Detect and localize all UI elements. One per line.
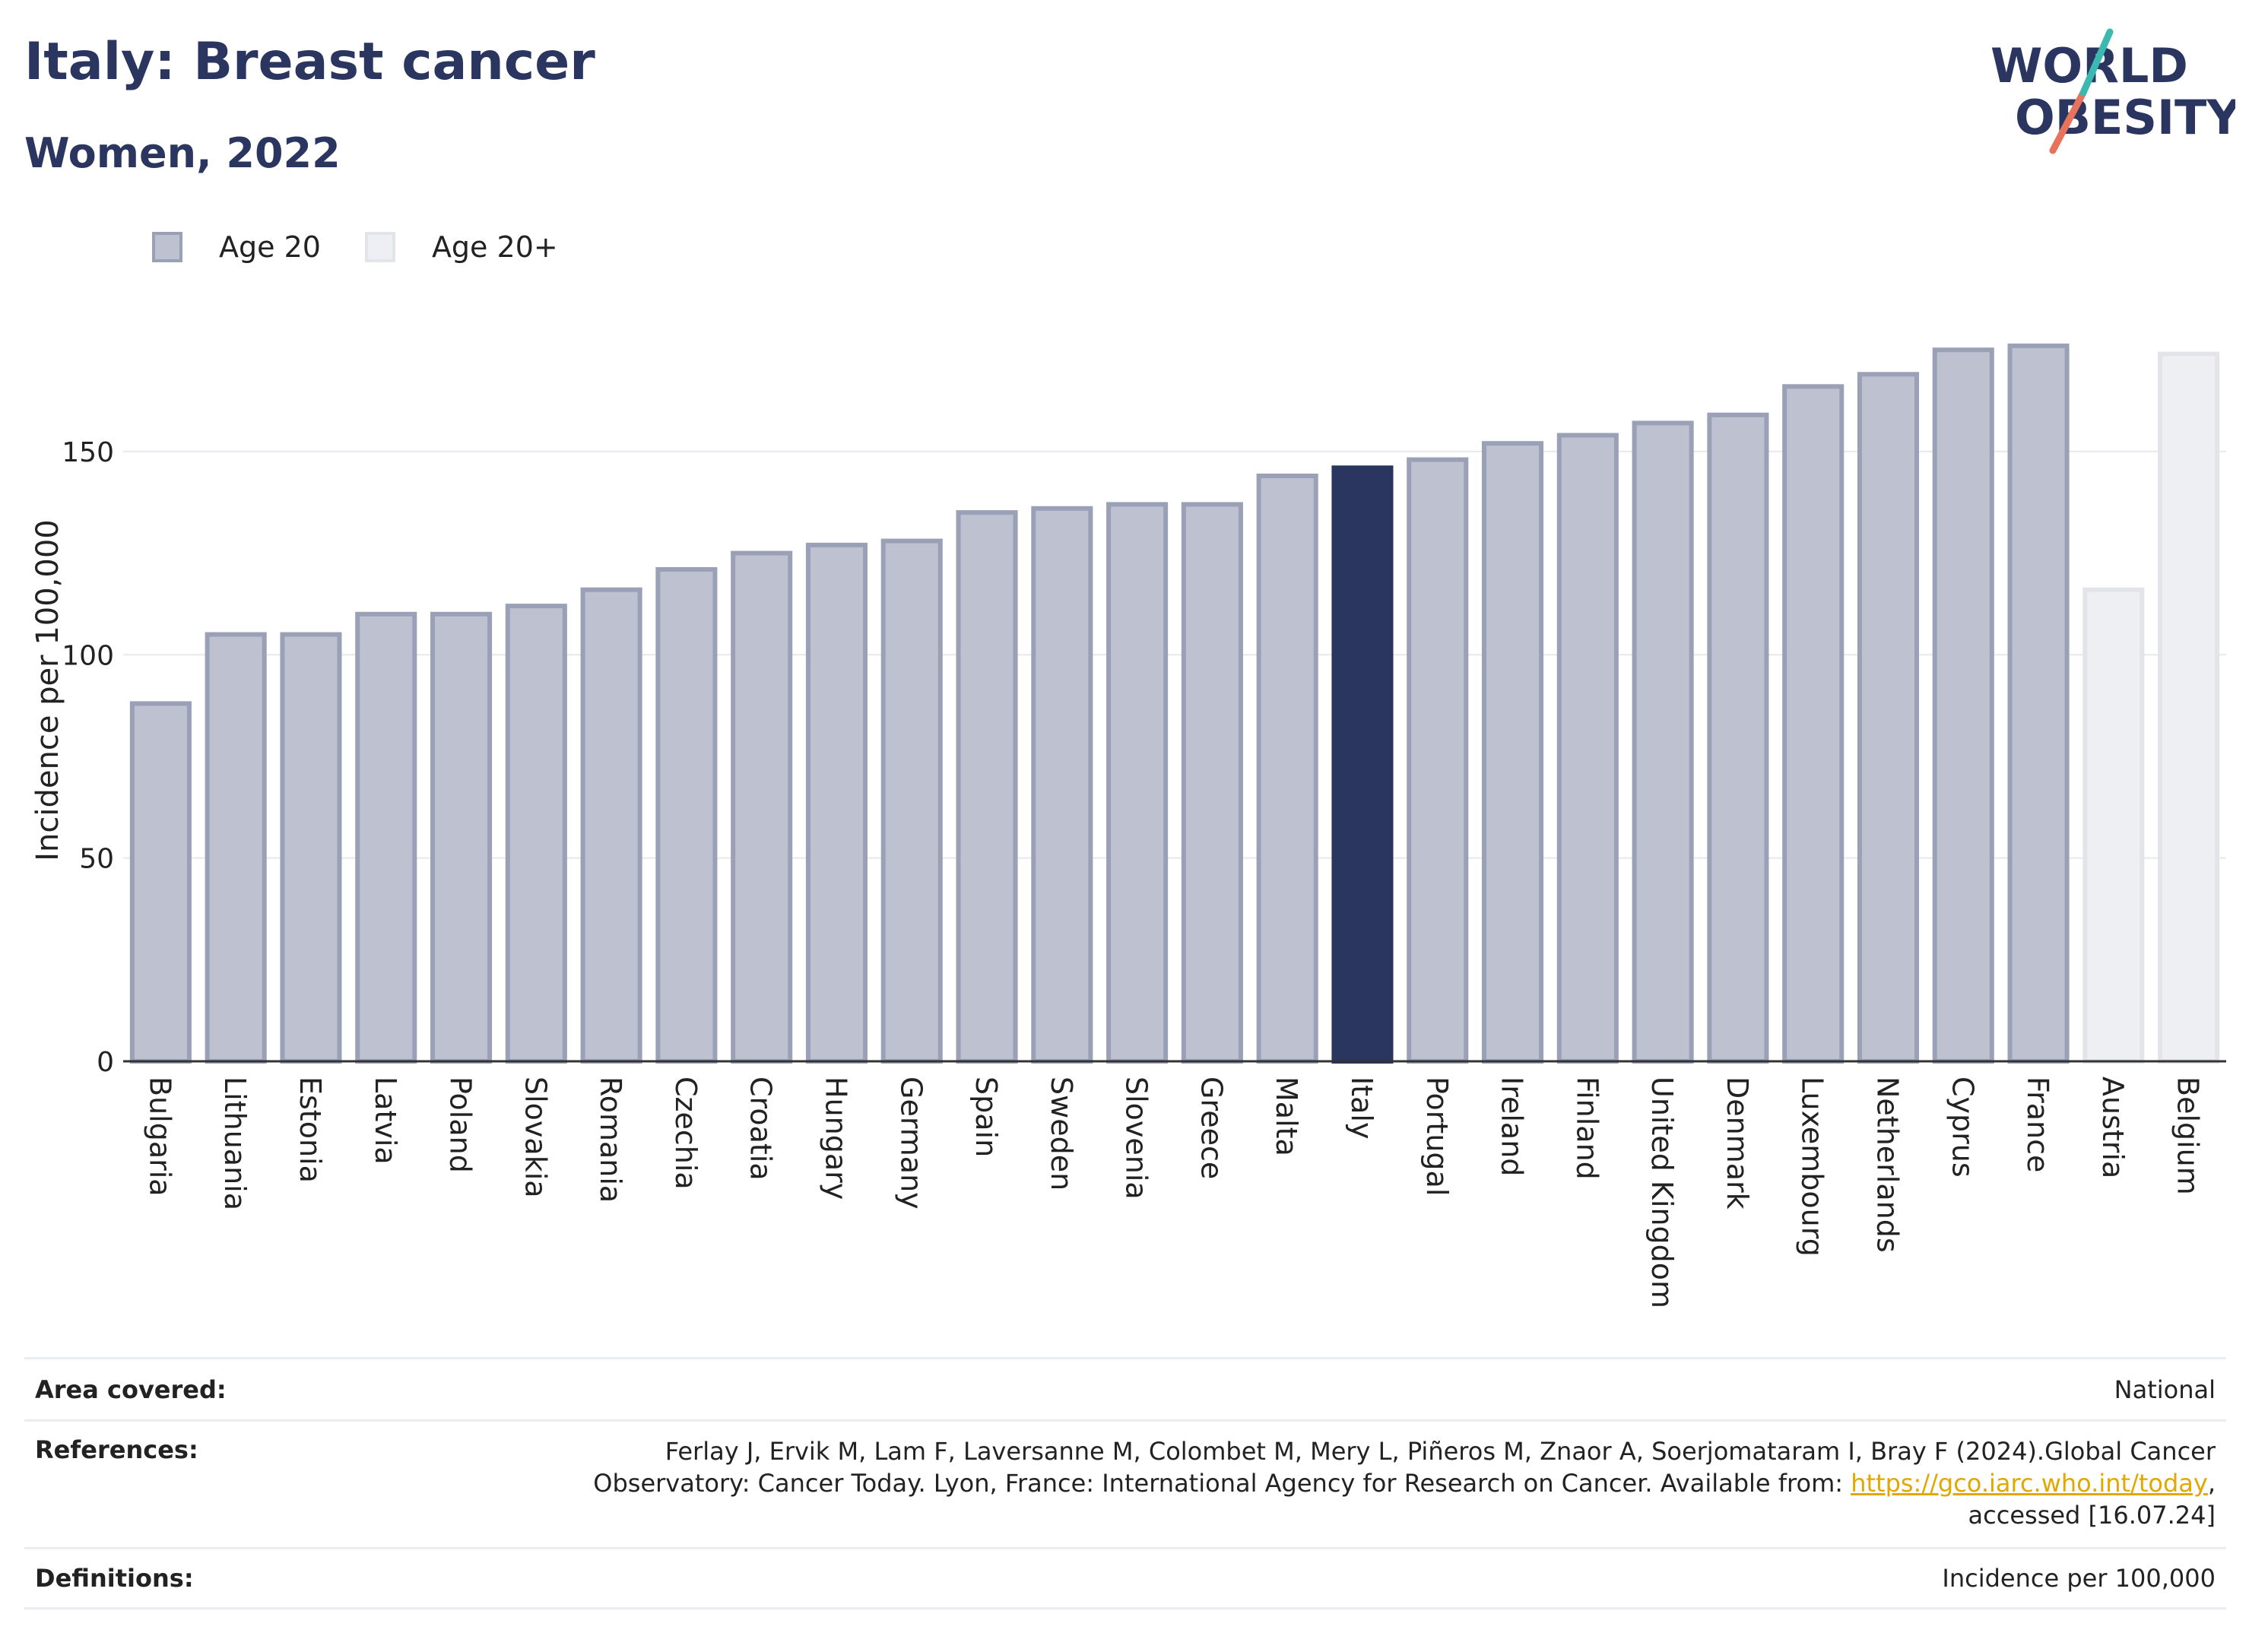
bar-bulgaria (129, 701, 192, 1064)
bar-ireland (1481, 441, 1544, 1064)
x-tick-label: Portugal (1420, 1076, 1454, 1196)
y-tick-label: 50 (79, 844, 114, 875)
bar-croatia (731, 550, 793, 1064)
bar-luxembourg (1782, 384, 1845, 1064)
legend-label: Age 20 (219, 230, 321, 264)
x-tick-label: Bulgaria (143, 1076, 176, 1197)
y-tick-label: 150 (62, 437, 114, 468)
x-tick-label: Poland (444, 1076, 477, 1173)
x-tick-label: Greece (1194, 1076, 1228, 1179)
ref-line: Observatory: Cancer Today. Lyon, France:… (593, 1469, 2216, 1498)
bar-belgium (2158, 351, 2220, 1064)
x-tick-label: France (2021, 1076, 2054, 1172)
bar-poland (430, 611, 493, 1064)
bar-italy (1331, 465, 1394, 1064)
x-tick-label: Croatia (744, 1076, 778, 1181)
bar-czechia (655, 566, 718, 1064)
bar-hungary (805, 542, 868, 1064)
info-key: Definitions: (35, 1564, 194, 1593)
chart-legend: Age 20 Age 20+ (152, 224, 602, 270)
bar-estonia (280, 632, 342, 1064)
bar-netherlands (1857, 372, 1920, 1064)
bar-denmark (1707, 412, 1769, 1064)
bar-latvia (355, 611, 417, 1064)
info-table: Area covered: National References: Ferla… (24, 1357, 2226, 1609)
bar-finland (1556, 433, 1619, 1064)
x-tick-label: Sweden (1045, 1076, 1078, 1191)
legend-label: Age 20+ (431, 230, 558, 264)
x-tick-label: Romania (594, 1076, 627, 1203)
page-title: Italy: Breast cancer (24, 32, 595, 92)
x-tick-label: Lithuania (218, 1076, 252, 1210)
info-value: National (2114, 1375, 2216, 1404)
bar-greece (1181, 502, 1243, 1064)
legend-swatch-age-20-plus (364, 232, 395, 262)
x-tick-label: Austria (2096, 1076, 2130, 1178)
info-key: References: (35, 1435, 198, 1464)
y-axis-label: Incidence per 100,000 (30, 519, 65, 861)
bar-slovenia (1106, 502, 1169, 1064)
info-row-references: References: Ferlay J, Ervik M, Lam F, La… (24, 1419, 2226, 1547)
page-subtitle: Women, 2022 (24, 129, 341, 177)
bar-romania (580, 587, 642, 1064)
bar-chart: 0 50 100 150 Incidence per 100,000 Bulgaria Li… (30, 343, 2226, 1308)
bar-austria (2082, 587, 2145, 1064)
reference-link[interactable]: https://gco.iarc.who.int/today (1851, 1469, 2208, 1498)
bar-germany (880, 538, 943, 1064)
x-tick-label: Slovakia (519, 1076, 552, 1198)
bar-spain (956, 510, 1018, 1064)
info-key: Area covered: (35, 1375, 227, 1404)
x-tick-label: Malta (1270, 1076, 1303, 1156)
legend-item-age-20-plus[interactable]: Age 20+ (364, 230, 558, 264)
bar-portugal (1407, 457, 1469, 1064)
bar-united-kingdom (1632, 420, 1694, 1064)
y-tick-label: 0 (97, 1047, 114, 1078)
info-row-definitions: Definitions: Incidence per 100,000 (24, 1547, 2226, 1609)
bar-slovakia (505, 604, 567, 1064)
bar-france (2007, 343, 2070, 1064)
x-tick-label: Germany (894, 1076, 928, 1210)
x-tick-label: Spain (969, 1076, 1003, 1157)
x-tick-label: Belgium (2171, 1076, 2205, 1195)
logo-line2: OBESITY (2015, 90, 2235, 145)
info-row-area: Area covered: National (24, 1357, 2226, 1419)
legend-item-age-20[interactable]: Age 20 (152, 230, 321, 264)
x-tick-label: Estonia (293, 1076, 327, 1183)
y-tick-label: 100 (62, 640, 114, 671)
bar-malta (1256, 473, 1318, 1064)
x-tick-label: Denmark (1721, 1076, 1754, 1210)
x-tick-label: Hungary (819, 1076, 852, 1200)
world-obesity-logo: WORLD OBESITY (1990, 28, 2235, 154)
x-tick-label: Finland (1570, 1076, 1603, 1180)
x-tick-label: Cyprus (1946, 1076, 1979, 1178)
x-tick-label: Latvia (369, 1076, 402, 1165)
info-value: Ferlay J, Ervik M, Lam F, Laversanne M, … (593, 1435, 2216, 1547)
x-tick-label: Ireland (1496, 1076, 1529, 1176)
x-tick-label: Luxembourg (1796, 1076, 1829, 1257)
bar-sweden (1031, 506, 1093, 1064)
x-tick-label: Czechia (669, 1076, 703, 1190)
x-tick-label: Netherlands (1870, 1076, 1904, 1253)
bar-lithuania (205, 632, 267, 1064)
x-tick-label: Slovenia (1120, 1076, 1153, 1200)
x-tick-label: Italy (1345, 1076, 1378, 1139)
legend-swatch-age-20 (152, 232, 182, 262)
bar-cyprus (1932, 347, 1994, 1064)
ref-line: Ferlay J, Ervik M, Lam F, Laversanne M, … (665, 1437, 2216, 1466)
x-tick-label: United Kingdom (1645, 1076, 1679, 1308)
info-value: Incidence per 100,000 (1942, 1564, 2216, 1593)
ref-line: accessed [16.07.24] (1968, 1501, 2216, 1530)
